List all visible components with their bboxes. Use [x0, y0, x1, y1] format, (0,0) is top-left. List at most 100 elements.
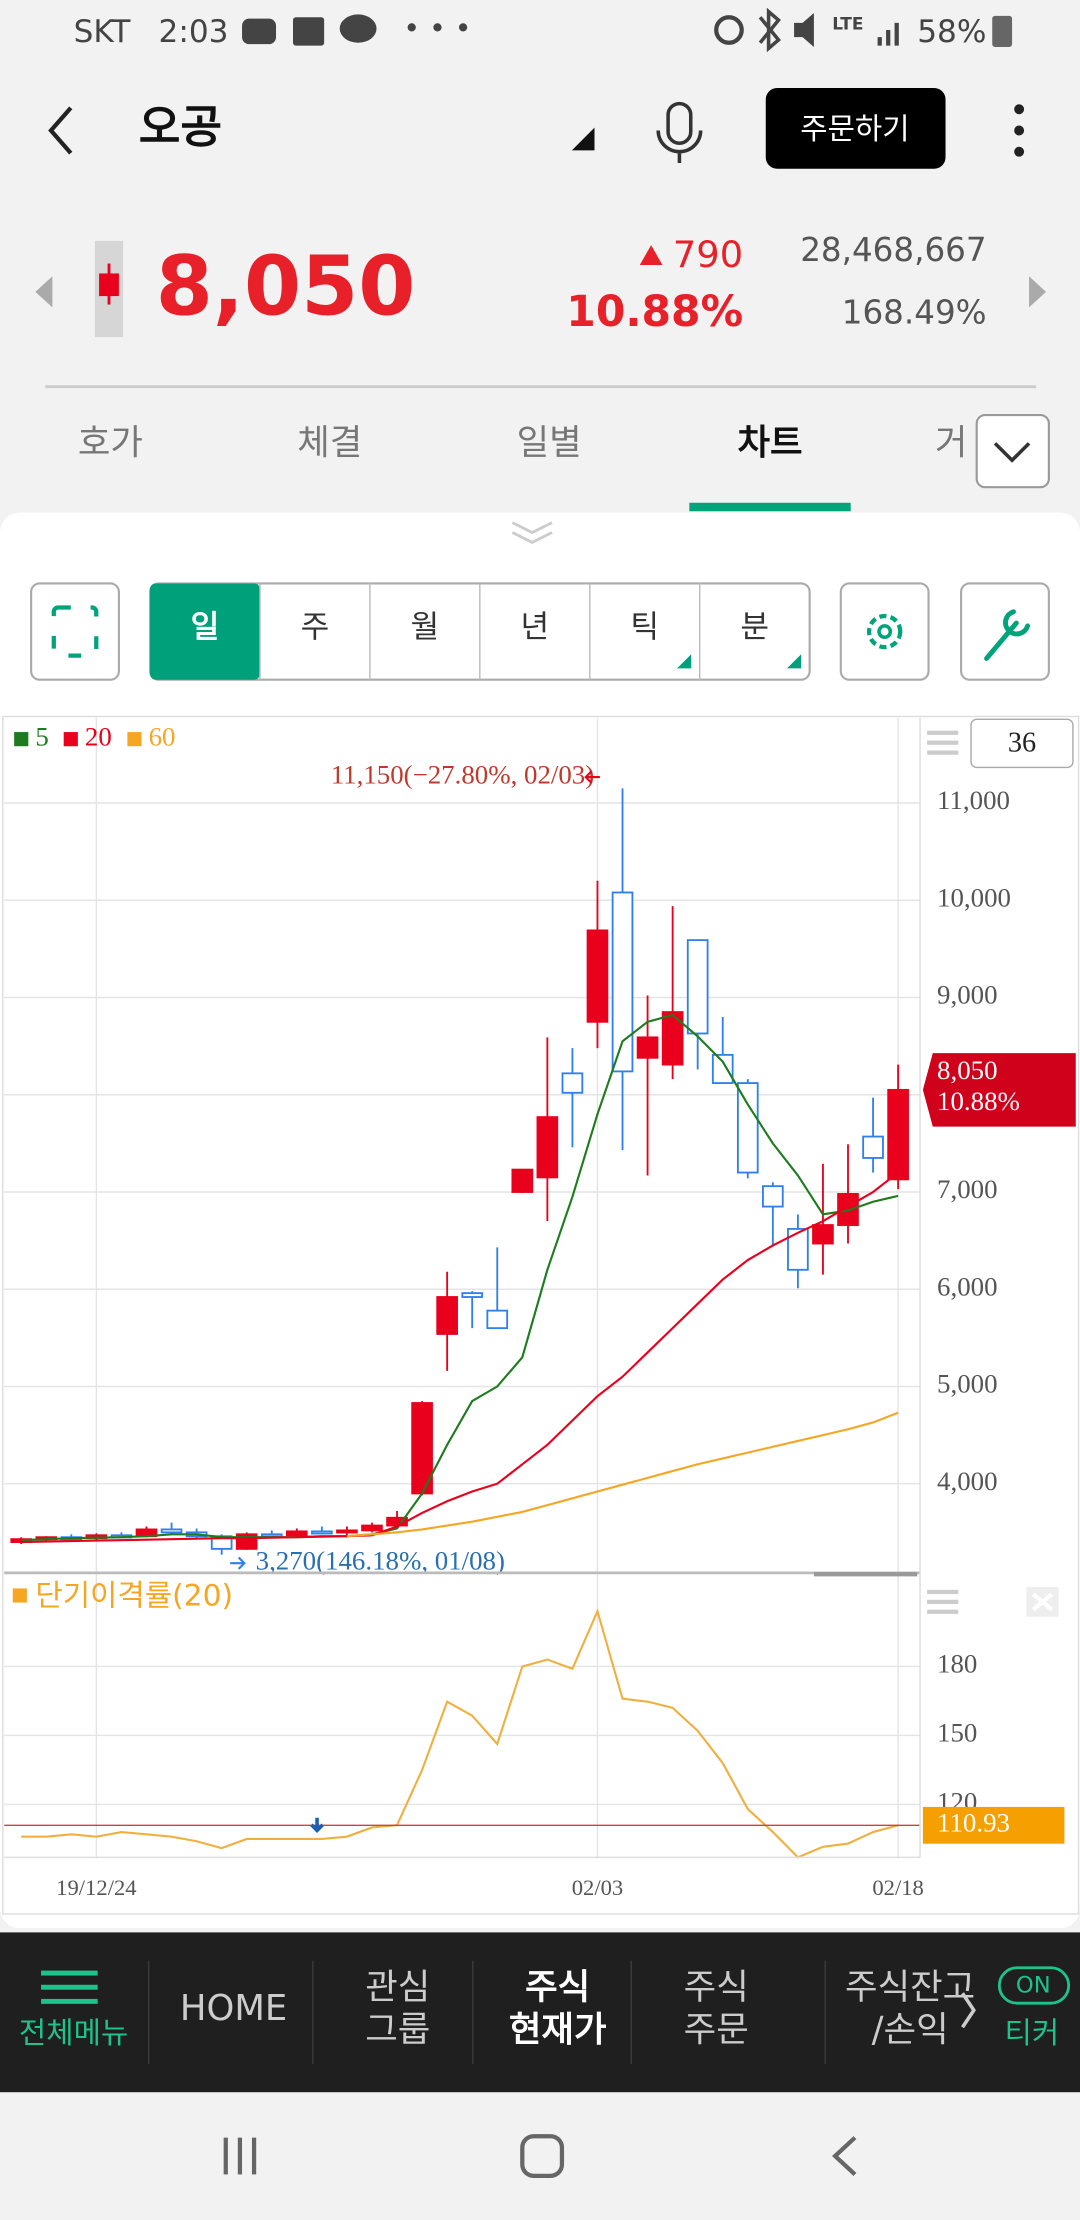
y-tick-label: 6,000: [937, 1271, 997, 1301]
y-tick-label: 11,000: [937, 785, 1010, 815]
chart-card: [0, 512, 1080, 1929]
legend-swatch: [14, 732, 29, 747]
up-triangle: [639, 245, 663, 265]
legend-label: 60: [149, 721, 176, 751]
candle-body: [812, 1224, 834, 1245]
mic-button[interactable]: [656, 101, 703, 164]
signal-icon: [877, 22, 899, 46]
period-button[interactable]: 주: [301, 610, 330, 646]
nav-item[interactable]: 관심: [365, 1967, 430, 2008]
menu-icon: [41, 1970, 98, 2004]
ticker-toggle[interactable]: [997, 1966, 1071, 2005]
legend-label: 5: [35, 721, 48, 751]
tab-dropdown[interactable]: [975, 413, 1050, 489]
high-annotation: 11,150(−27.80%, 02/03): [331, 759, 594, 789]
carrier: SKT: [74, 14, 132, 50]
period-button[interactable]: 년: [520, 610, 549, 646]
nav-item[interactable]: 주식잔고: [845, 1967, 975, 2008]
nav-item[interactable]: 현재가: [509, 2009, 607, 2050]
settings-icon-center: [877, 624, 893, 640]
indicator-menu[interactable]: [927, 1589, 959, 1614]
volume: 28,468,667: [800, 231, 986, 269]
candle-body: [536, 1116, 559, 1179]
tab[interactable]: 호가: [78, 423, 143, 464]
next-stock[interactable]: [1029, 276, 1047, 308]
candle-body: [887, 1088, 909, 1181]
status-bar: SKT 2:03 • • • LTE 58%: [74, 7, 1013, 53]
submenu-corner: [677, 654, 692, 669]
nav-item[interactable]: 주문: [684, 2009, 749, 2050]
wrench-icon: [984, 609, 1031, 661]
candle-body: [361, 1524, 383, 1532]
back-button[interactable]: [48, 106, 73, 155]
recents-button[interactable]: [223, 2137, 257, 2175]
indicator-legend-swatch: [12, 1588, 27, 1603]
x-tick-label: 19/12/24: [56, 1875, 136, 1900]
battery-level: 58%: [917, 14, 986, 50]
system-nav: [0, 2092, 1080, 2220]
tab[interactable]: 거: [935, 423, 968, 464]
signal-marker: [310, 1817, 324, 1833]
candle-body: [260, 1533, 283, 1538]
line-series: [21, 1013, 899, 1542]
clock: 2:03: [159, 14, 229, 50]
order-button[interactable]: [765, 88, 946, 169]
x-tick-label: 02/03: [572, 1875, 624, 1900]
period-button[interactable]: 월: [411, 610, 440, 646]
settings-icon: [866, 613, 903, 650]
count-box[interactable]: [970, 718, 1074, 769]
candle-body: [486, 1309, 509, 1330]
battery-icon: [992, 15, 1013, 47]
tab[interactable]: 차트: [737, 423, 802, 464]
ticker-toggle-label: ON: [1016, 1973, 1051, 1999]
youtube-icon: [242, 18, 277, 45]
period-button[interactable]: 분: [740, 610, 769, 646]
back-system-button[interactable]: [832, 2136, 857, 2176]
more-menu[interactable]: [1014, 104, 1025, 157]
candle-body: [736, 1082, 759, 1174]
price-change: 790: [673, 233, 743, 276]
candle-body: [787, 1228, 809, 1271]
nav-item[interactable]: 티커: [1005, 2016, 1060, 2051]
nav-item[interactable]: 주식: [684, 1967, 749, 2008]
price-tag-price: 8,050: [937, 1055, 997, 1085]
y-tick-label: 5,000: [937, 1369, 997, 1399]
bluetooth-icon: [758, 7, 781, 53]
bottom-nav: [0, 1932, 1080, 2093]
top-background: [0, 0, 1080, 517]
y-tick-label: 10,000: [937, 882, 1011, 912]
y-tick-label: 4,000: [937, 1466, 997, 1496]
collapse-handle[interactable]: [511, 521, 553, 544]
talk-icon: [339, 14, 377, 43]
nav-item[interactable]: 전체메뉴: [19, 2016, 128, 2051]
period-button[interactable]: 틱: [630, 610, 659, 646]
tab[interactable]: 일별: [517, 423, 582, 464]
price-tag-percent: 10.88%: [937, 1086, 1020, 1116]
line-series: [21, 1171, 899, 1544]
home-button[interactable]: [520, 2134, 565, 2178]
tab-dropdown-chevron: [993, 442, 1031, 463]
nav-scroll-chevron[interactable]: [961, 1992, 976, 2029]
line-series: [21, 1608, 899, 1859]
submenu-corner: [786, 654, 802, 669]
prev-stock[interactable]: [35, 276, 53, 308]
chart-menu[interactable]: [927, 730, 959, 755]
nav-item[interactable]: 주식: [525, 1967, 590, 2008]
more-icon: • • •: [403, 12, 471, 45]
y-tick-label: 9,000: [937, 980, 997, 1010]
chart-frame: [2, 715, 1080, 1915]
settings-button[interactable]: [839, 582, 930, 681]
nav-item[interactable]: HOME: [180, 1988, 287, 2029]
legend-label: 20: [85, 721, 112, 751]
period-button[interactable]: 일: [191, 610, 220, 646]
y-tick-label: 7,000: [937, 1174, 997, 1204]
tools-button[interactable]: [960, 582, 1050, 681]
candle-body: [686, 939, 709, 1035]
fullscreen-button[interactable]: [30, 582, 120, 681]
nav-item[interactable]: /손익: [872, 2009, 949, 2050]
current-price: 8,050: [156, 239, 416, 334]
nav-item[interactable]: 그룹: [365, 2009, 430, 2050]
change-percent: 10.88%: [566, 288, 743, 337]
tab[interactable]: 체결: [297, 423, 362, 464]
